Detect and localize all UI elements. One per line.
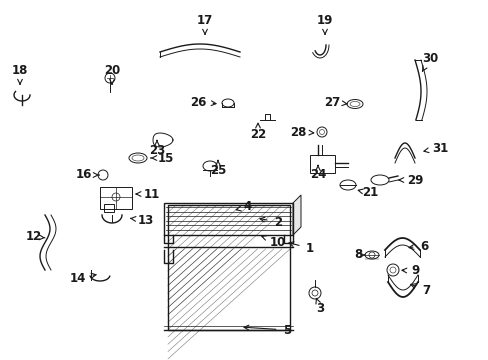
Text: 29: 29: [398, 174, 422, 186]
Text: 28: 28: [289, 126, 313, 139]
Bar: [309, 155, 334, 173]
Text: 6: 6: [408, 239, 427, 252]
Text: 9: 9: [401, 265, 418, 278]
Text: 18: 18: [12, 63, 28, 84]
Text: 4: 4: [236, 201, 252, 213]
Text: 24: 24: [309, 166, 325, 181]
Text: 15: 15: [151, 152, 174, 165]
Text: 1: 1: [288, 242, 313, 255]
Text: 17: 17: [197, 13, 213, 34]
Polygon shape: [292, 195, 301, 235]
Text: 14: 14: [70, 271, 96, 284]
Text: 3: 3: [315, 298, 324, 315]
Text: 16: 16: [76, 168, 99, 181]
Text: 5: 5: [244, 324, 290, 337]
Text: 25: 25: [209, 161, 226, 176]
Text: 12: 12: [26, 230, 45, 243]
Text: 8: 8: [353, 248, 364, 261]
Text: 22: 22: [249, 123, 265, 140]
Text: 21: 21: [357, 186, 377, 199]
Text: 20: 20: [103, 63, 120, 84]
Text: 10: 10: [261, 235, 285, 248]
Text: 30: 30: [421, 51, 437, 71]
Text: 31: 31: [423, 141, 447, 154]
Text: 26: 26: [189, 95, 216, 108]
Text: 7: 7: [410, 284, 429, 297]
Text: 27: 27: [323, 95, 346, 108]
Text: 13: 13: [130, 213, 154, 226]
Text: 19: 19: [316, 13, 332, 34]
Bar: [104, 204, 114, 212]
Text: 23: 23: [148, 140, 165, 157]
Text: 11: 11: [136, 188, 160, 201]
Text: 2: 2: [260, 216, 282, 229]
Bar: [100, 187, 132, 209]
